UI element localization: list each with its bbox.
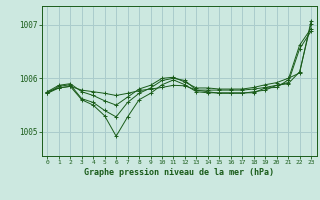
X-axis label: Graphe pression niveau de la mer (hPa): Graphe pression niveau de la mer (hPa) [84,168,274,177]
